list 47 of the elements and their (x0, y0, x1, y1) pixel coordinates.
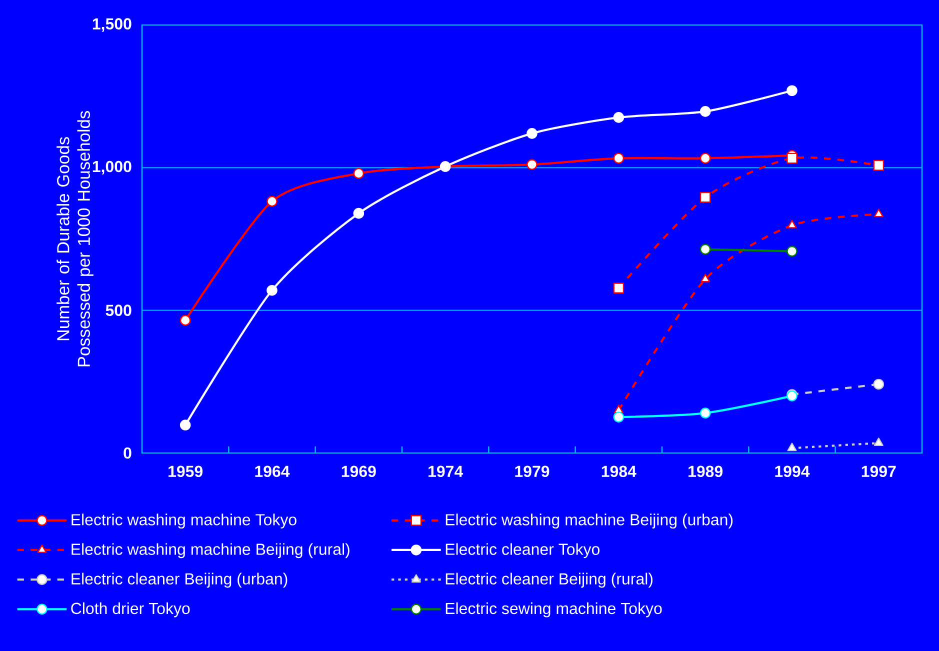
x-tick-label: 1959 (168, 466, 203, 478)
point (613, 412, 624, 422)
x-tick-label: 1997 (862, 466, 896, 478)
point (874, 208, 884, 218)
point (526, 159, 538, 170)
point (700, 152, 711, 164)
legend-label: Electric sewing machine Tokyo (446, 602, 662, 618)
y-tick-label: 0 (124, 447, 132, 459)
x-tick-label: 1969 (342, 466, 376, 478)
point (787, 220, 797, 228)
point (613, 152, 624, 164)
x-tick-label: 1964 (255, 466, 290, 478)
legend-label: Electric cleaner Beijing (rural) (446, 572, 652, 588)
point (526, 128, 538, 139)
point (353, 208, 364, 219)
legend-label: Electric cleaner Tokyo (446, 543, 600, 558)
point (700, 106, 711, 117)
point (613, 282, 624, 294)
point (700, 244, 711, 255)
point (873, 378, 884, 390)
point (786, 152, 798, 164)
point (266, 196, 278, 207)
legend-label: Electric washing machine Tokyo (72, 514, 296, 529)
x-tick-label: 1984 (602, 466, 636, 478)
x-tick-label: 1974 (428, 466, 464, 478)
legend-label: Electric washing machine Beijing (rural) (72, 543, 350, 558)
legend-label: Cloth drier Tokyo (71, 602, 190, 618)
point (353, 168, 364, 179)
point (266, 284, 278, 296)
y-tick-label: 500 (106, 304, 132, 316)
point (180, 420, 191, 430)
point (786, 246, 798, 257)
point (613, 112, 624, 123)
legend-label: Electric cleaner Beijing (urban) (72, 572, 288, 588)
point (700, 408, 711, 418)
point (700, 192, 711, 203)
y-tick-label: 1,000 (92, 160, 132, 174)
point (873, 160, 884, 171)
x-tick-label: 1989 (688, 466, 723, 478)
point (786, 85, 798, 96)
point (700, 274, 710, 282)
y-axis-title: Number of Durable Goods Possessed per 1000 Households (56, 111, 94, 366)
point (180, 314, 191, 326)
x-tick-label: 1994 (775, 466, 810, 478)
x-tick-label: 1979 (515, 466, 550, 478)
legend-label: Electric washing machine Beijing (urban) (446, 514, 733, 529)
y-tick-label: 1,500 (92, 18, 132, 32)
